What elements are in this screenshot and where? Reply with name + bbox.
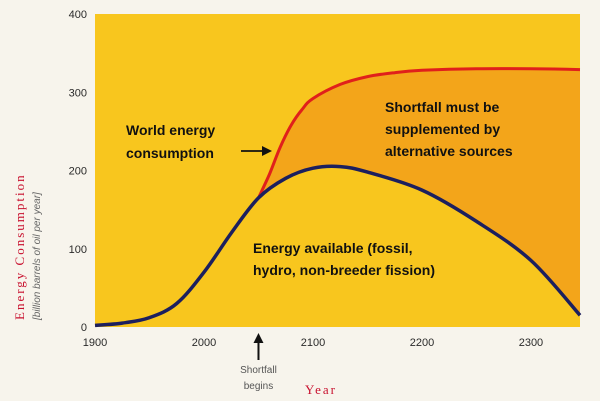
annotation-available: Energy available (fossil, hydro, non-bre…: [253, 240, 435, 278]
shortfall-begins-arrow-head-icon: [253, 333, 264, 343]
y-tick-label: 400: [69, 9, 87, 21]
shortfall-begins-marker: Shortfall begins: [240, 333, 277, 392]
x-tick-label: 2000: [192, 337, 216, 349]
shortfall-area: [258, 68, 580, 316]
y-tick-labels: 0 100 200 300 400: [69, 9, 87, 334]
y-tick-label: 200: [69, 166, 87, 178]
x-tick-label: 2200: [410, 337, 434, 349]
annotation-available-line2: hydro, non-breeder fission): [253, 262, 435, 278]
series-line-consumption: [257, 67, 581, 199]
y-axis-subtitle-text: [billion barrels of oil per year]: [32, 192, 43, 321]
x-tick-label: 2100: [301, 337, 325, 349]
annotation-consumption-line2: consumption: [126, 145, 214, 161]
annotation-shortfall: Shortfall must be supplemented by altern…: [385, 99, 513, 159]
y-axis-subtitle: [billion barrels of oil per year]: [32, 192, 43, 321]
consumption-arrow-head-icon: [262, 146, 272, 156]
annotation-consumption-line1: World energy: [126, 122, 215, 138]
shortfall-begins-line2: begins: [244, 381, 273, 392]
annotation-shortfall-line1: Shortfall must be: [385, 99, 500, 115]
shortfall-begins-line1: Shortfall: [240, 365, 277, 376]
x-axis-title: Year: [305, 382, 337, 397]
y-axis-title-text: Energy Consumption: [12, 173, 27, 320]
series-line-available: [94, 164, 582, 328]
annotation-shortfall-line3: alternative sources: [385, 143, 513, 159]
annotation-shortfall-line2: supplemented by: [385, 121, 500, 137]
y-tick-label: 300: [69, 87, 87, 99]
y-tick-label: 0: [81, 322, 87, 334]
x-tick-label: 2300: [519, 337, 543, 349]
x-axis-title-text: Year: [305, 382, 337, 397]
y-tick-label: 100: [69, 244, 87, 256]
x-tick-labels: 1900 2000 2100 2200 2300: [83, 337, 543, 349]
y-axis-title: Energy Consumption: [12, 173, 27, 320]
annotation-available-line1: Energy available (fossil,: [253, 240, 413, 256]
x-tick-label: 1900: [83, 337, 107, 349]
annotation-consumption: World energy consumption: [126, 122, 272, 161]
